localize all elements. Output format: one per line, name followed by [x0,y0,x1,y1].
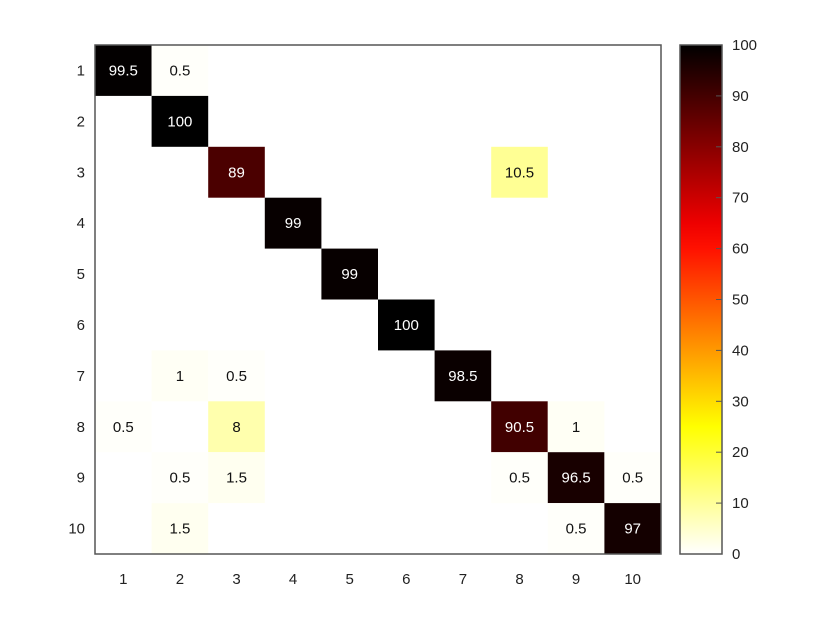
y-tick-label: 7 [77,368,85,385]
plot-area-frame [94,44,662,555]
x-tick-label: 8 [515,571,523,588]
x-tick-label: 9 [572,571,580,588]
cell-value-label: 8 [232,419,240,436]
cell-value-label: 89 [228,164,245,181]
cell-value-label: 100 [394,317,419,334]
colorbar-tick-label: 50 [732,292,749,309]
heatmap-cell-r6-c6 [378,299,435,351]
cell-value-label: 0.5 [622,470,643,487]
x-tick-label: 10 [624,571,641,588]
cell-value-label: 99 [341,266,358,283]
y-tick-label: 5 [77,266,85,283]
cell-value-label: 1.5 [226,470,247,487]
cell-value-label: 96.5 [561,470,590,487]
heatmap-cell-r8-c3 [208,401,265,453]
colorbar-tick-label: 70 [732,190,749,207]
cell-value-label: 0.5 [113,419,134,436]
x-tick-label: 7 [459,571,467,588]
heatmap-cell-r4-c4 [264,197,322,249]
y-tick-label: 9 [77,470,85,487]
x-tick-label: 6 [402,571,410,588]
heatmap-cell-r1-c1 [95,45,152,96]
cell-value-label: 100 [167,113,192,130]
heatmap-cell-r7-c2 [151,350,209,402]
cell-value-label: 97 [624,521,641,538]
colorbar-tick-label: 30 [732,393,749,410]
y-tick-label: 6 [77,317,85,334]
cell-value-label: 0.5 [566,521,587,538]
heatmap-cell-r3-c3 [208,146,265,198]
cell-value-label: 0.5 [226,368,247,385]
heatmap-cell-r8-c9 [547,401,605,453]
cell-value-label: 99.5 [109,62,138,79]
heatmap-cells [95,45,661,554]
heatmap-cell-r3-c8 [491,146,548,198]
x-tick-label: 4 [289,571,297,588]
y-axis-ticks: 1 2 3 4 5 6 7 8 9 10 [68,62,85,537]
colorbar-tick-label: 90 [732,88,749,105]
y-tick-label: 1 [77,62,85,79]
heatmap-cell-r7-c3 [208,350,265,402]
cell-value-label: 98.5 [448,368,477,385]
heatmap-cell-r9-c3 [208,452,265,504]
colorbar-tick-label: 80 [732,139,749,156]
colorbar-tick-label: 20 [732,444,749,461]
cell-value-label: 1.5 [169,521,190,538]
heatmap-cell-r8-c8 [491,401,548,453]
x-tick-label: 3 [232,571,240,588]
colorbar-tick-label: 60 [732,241,749,258]
cell-value-label: 0.5 [509,470,530,487]
cell-value-label: 1 [176,368,184,385]
y-tick-label: 3 [77,164,85,181]
x-tick-label: 5 [346,571,354,588]
heatmap-cell-r2-c2 [151,95,209,147]
colorbar-tick-label: 10 [732,495,749,512]
colorbar: 0 10 20 30 40 50 60 70 80 90 100 [679,37,757,563]
heatmap-cell-r10-c9 [547,503,605,554]
y-tick-label: 10 [68,521,85,538]
cell-value-label: 0.5 [169,62,190,79]
colorbar-tick-label: 0 [732,546,740,563]
heatmap-cell-r9-c9 [547,452,605,504]
x-axis-ticks: 1 2 3 4 5 6 7 8 9 10 [119,571,641,588]
cell-value-label: 90.5 [505,419,534,436]
cell-value-label: 0.5 [169,470,190,487]
colorbar-ticks: 0 10 20 30 40 50 60 70 80 90 100 [716,37,757,563]
cell-value-label: 99 [285,215,302,232]
colorbar-tick-label: 100 [732,37,757,54]
x-tick-label: 1 [119,571,127,588]
heatmap-cell-r10-c10 [604,503,661,554]
cell-value-label: 1 [572,419,580,436]
heatmap-cell-r8-c1 [95,401,152,453]
colorbar-tick-label: 40 [732,342,749,359]
heatmap-cell-r5-c5 [321,248,378,300]
heatmap-cell-r7-c7 [434,350,492,402]
heatmap-cell-r9-c2 [151,452,209,504]
heatmap-cell-r9-c10 [604,452,661,504]
y-tick-label: 8 [77,419,85,436]
y-tick-label: 4 [77,215,85,232]
y-tick-label: 2 [77,113,85,130]
heatmap-cell-r9-c8 [491,452,548,504]
cell-value-label: 10.5 [505,164,534,181]
heatmap-cell-r1-c2 [151,45,209,96]
x-tick-label: 2 [176,571,184,588]
heatmap-cell-r10-c2 [151,503,209,554]
colorbar-gradient [679,44,723,555]
